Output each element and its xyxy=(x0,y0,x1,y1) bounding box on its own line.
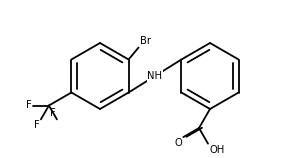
Text: F: F xyxy=(26,100,32,110)
Text: Br: Br xyxy=(140,36,151,46)
Text: OH: OH xyxy=(209,145,224,155)
Text: O: O xyxy=(175,138,182,148)
Text: NH: NH xyxy=(147,71,162,81)
Text: F: F xyxy=(34,120,40,130)
Text: F: F xyxy=(50,108,56,118)
